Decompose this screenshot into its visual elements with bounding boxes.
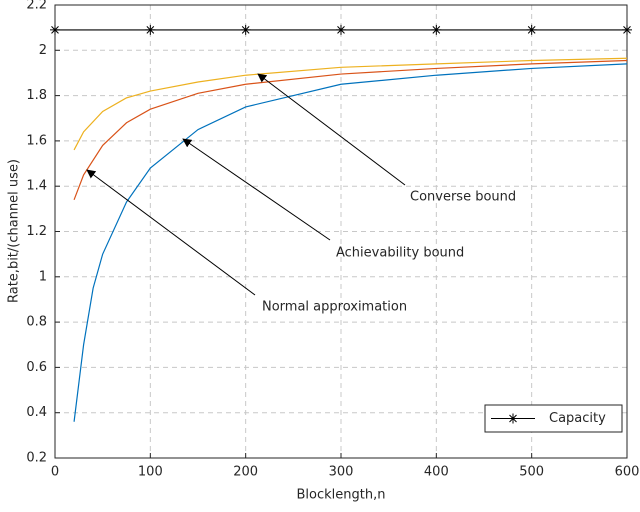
y-tick-label: 1.6 <box>26 133 47 148</box>
y-axis-label: Rate,bit/(channel use) <box>7 159 22 303</box>
series-line <box>73 57 628 151</box>
y-tick-label: 1.8 <box>26 88 47 103</box>
y-tick-label: 0.2 <box>26 451 47 466</box>
marker <box>240 24 251 35</box>
annotation: Normal approximation <box>262 300 407 315</box>
y-tick-label: 2 <box>39 43 47 58</box>
marker <box>622 24 632 35</box>
x-axis-label: Blocklength,n <box>297 488 386 503</box>
legend-marker <box>508 413 518 424</box>
x-tick-label: 300 <box>329 465 354 480</box>
annotation-arrow <box>257 73 406 186</box>
x-tick-label: 200 <box>233 465 258 480</box>
y-tick-label: 1 <box>39 269 47 284</box>
annotation-arrow <box>182 138 331 241</box>
marker <box>145 24 156 35</box>
x-tick-label: 600 <box>615 465 640 480</box>
y-tick-label: 1.2 <box>26 224 47 239</box>
y-tick-label: 1.4 <box>26 179 47 194</box>
x-tick-label: 500 <box>519 465 544 480</box>
series-line <box>73 59 628 201</box>
y-tick-label: 2.2 <box>26 0 47 13</box>
x-tick-label: 100 <box>138 465 163 480</box>
series-line <box>73 63 628 422</box>
plot-frame <box>54 4 628 459</box>
annotation-arrow <box>86 169 256 296</box>
marker <box>50 24 60 35</box>
legend-label: Capacity <box>549 411 606 426</box>
x-tick-label: 400 <box>424 465 449 480</box>
x-tick-label: 0 <box>51 465 59 480</box>
marker <box>431 24 442 35</box>
annotation: Achievability bound <box>336 246 464 261</box>
y-tick-label: 0.4 <box>26 405 47 420</box>
marker <box>336 24 346 35</box>
y-tick-label: 0.6 <box>26 360 47 375</box>
y-tick-label: 0.8 <box>26 315 47 330</box>
annotation: Converse bound <box>410 190 516 205</box>
marker <box>526 24 537 35</box>
